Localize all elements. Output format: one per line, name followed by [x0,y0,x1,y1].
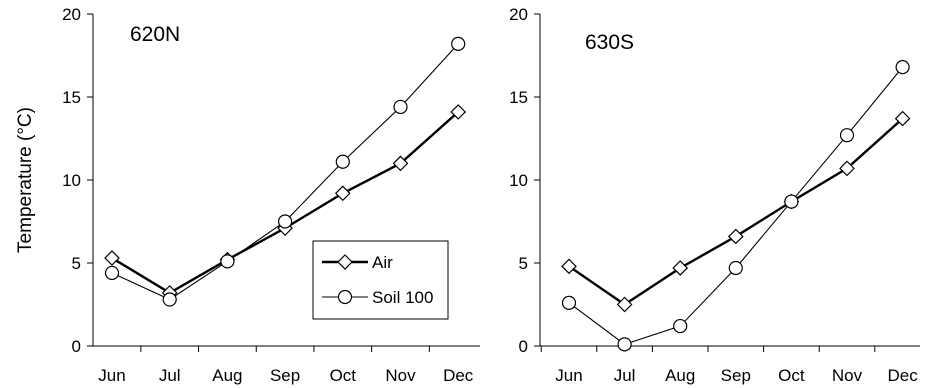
series-line-air [568,117,904,306]
y-tick-label: 20 [62,5,81,24]
data-point-soil-100 [839,128,855,143]
data-point-soil-100 [278,214,293,229]
x-tick-label: Jun [98,366,125,385]
y-tick-label: 10 [62,171,81,190]
panel-title: 630S [585,31,634,54]
data-point-soil-100 [335,154,350,169]
x-tick-label: Dec [443,366,474,385]
y-tick-label: 15 [509,88,528,107]
data-point-air [450,104,467,120]
panel-title: 620N [130,23,180,46]
y-tick-label: 10 [509,171,528,190]
data-point-soil-100 [617,337,632,352]
data-point-air [727,228,744,245]
x-tick-label: Oct [330,366,357,385]
legend-circle-icon [337,289,353,305]
x-tick-label: Jul [159,366,181,385]
x-tick-label: Aug [212,366,242,385]
data-point-air [334,185,351,202]
legend-label: Air [372,253,393,272]
data-point-soil-100 [673,318,688,334]
y-tick-label: 5 [72,254,81,273]
data-point-air [392,155,409,172]
y-axis-label: Temperature (°C) [15,107,36,253]
data-point-soil-100 [220,254,235,269]
chart-panel-630s: 0 5 10 15 20 Jun Jul Aug Sep Oct Nov Dec 630S [509,5,920,385]
legend-diamond-icon [337,254,353,270]
y-tick-label: 15 [62,88,81,107]
legend: Air Soil 100 [312,240,449,320]
data-point-soil-100 [895,60,910,75]
x-tick-label: Jul [614,366,636,385]
y-tick-label: 5 [519,254,528,273]
x-tick-label: Oct [778,366,805,385]
data-point-soil-100 [162,292,177,307]
y-tick-label: 20 [509,5,528,24]
y-tick-label: 0 [72,337,81,356]
legend-label: Soil 100 [372,288,433,307]
data-point-air [616,296,633,313]
data-point-soil-100 [728,260,743,276]
x-tick-label: Sep [270,366,300,385]
x-tick-label: Nov [385,366,416,385]
data-point-air [561,258,577,275]
data-point-soil-100 [393,99,408,115]
data-point-air [672,260,689,276]
data-point-air [894,110,911,127]
data-point-soil-100 [451,36,466,51]
chart-panel-620n: 0 5 10 15 20 Jun Jul Aug Sep Oct Nov Dec 620N [62,5,480,385]
x-tick-label: Dec [887,366,918,385]
data-point-soil-100 [561,295,577,310]
data-point-soil-100 [104,265,120,281]
x-tick-label: Jun [555,366,582,385]
data-point-air [104,250,120,266]
y-tick-label: 0 [519,337,528,356]
data-point-air [839,160,855,177]
x-tick-label: Nov [832,366,863,385]
data-point-soil-100 [784,194,799,209]
x-tick-label: Sep [721,366,751,385]
x-tick-label: Aug [665,366,695,385]
legend-box [312,240,449,320]
